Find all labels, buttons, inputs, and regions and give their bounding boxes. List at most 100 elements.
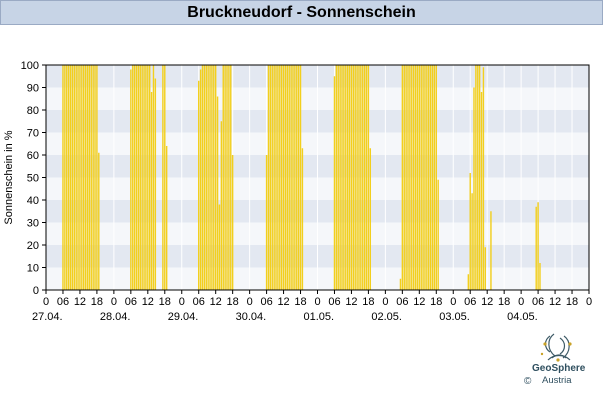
sunshine-bar — [152, 65, 155, 290]
x-tick-label: 12 — [345, 296, 357, 308]
y-tick-label: 100 — [21, 60, 39, 72]
sunshine-bar — [75, 65, 77, 290]
sunshine-bar — [277, 65, 279, 290]
sunshine-bar — [86, 65, 89, 290]
sunshine-bar — [356, 65, 358, 290]
sunshine-bar — [203, 65, 206, 290]
sunshine-bar — [478, 65, 481, 290]
y-tick-label: 40 — [27, 195, 39, 207]
sunshine-bar — [350, 65, 353, 290]
sunshine-bar — [341, 65, 343, 290]
x-tick-label: 12 — [142, 296, 154, 308]
sunshine-bar — [369, 148, 372, 290]
sunshine-bar — [403, 65, 405, 290]
sunshine-bar — [226, 65, 228, 290]
sunshine-bar — [62, 65, 64, 290]
x-tick-label: 0 — [247, 296, 253, 308]
x-tick-label: 12 — [413, 296, 425, 308]
sunshine-bar — [480, 92, 483, 290]
sunshine-bar — [199, 69, 202, 290]
y-tick-label: 80 — [27, 105, 39, 117]
sunshine-bar — [484, 247, 486, 290]
y-tick-label: 20 — [27, 240, 39, 252]
sunshine-bar — [437, 179, 439, 290]
sunshine-bar — [358, 65, 360, 290]
sunshine-bar — [292, 65, 294, 290]
sunshine-bar — [90, 65, 92, 290]
sunshine-bar — [273, 65, 275, 290]
sunshine-bar — [165, 146, 168, 290]
logo-name-line2: Austria — [542, 375, 572, 386]
sunshine-bar — [399, 278, 402, 290]
sunshine-bar — [428, 65, 430, 290]
x-day-label: 03.05. — [439, 311, 470, 323]
sunshine-bar — [335, 65, 338, 290]
x-tick-label: 0 — [382, 296, 388, 308]
sunshine-bar — [537, 202, 539, 290]
sunshine-bar — [343, 65, 345, 290]
sunshine-bar — [77, 65, 79, 290]
sunshine-bar — [209, 65, 211, 290]
sunshine-bar — [420, 65, 422, 290]
x-axis: 0 06 12 18 27.04. 0 06 12 18 28.04. 0 06 12 18 29.04. 0… — [32, 290, 592, 323]
sunshine-bar — [154, 78, 157, 290]
sunshine-bar — [339, 65, 341, 290]
x-tick-label: 12 — [210, 296, 222, 308]
x-tick-label: 06 — [464, 296, 476, 308]
sunshine-bar — [288, 65, 290, 290]
sunshine-bar — [231, 155, 234, 290]
sunshine-bar — [84, 65, 87, 290]
sunshine-bar — [135, 65, 138, 290]
sunshine-bar — [286, 65, 289, 290]
sunshine-bar — [299, 65, 302, 290]
sunshine-bar — [407, 65, 409, 290]
x-tick-label: 18 — [159, 296, 171, 308]
x-tick-label: 18 — [430, 296, 442, 308]
sunshine-bar — [433, 65, 436, 290]
sunshine-bar — [367, 65, 370, 290]
x-tick-label: 0 — [586, 296, 592, 308]
sunshine-bar — [539, 263, 541, 290]
sunshine-bar — [230, 65, 232, 290]
sunshine-bar — [141, 65, 143, 290]
x-day-label: 04.05. — [507, 311, 538, 323]
x-tick-label: 12 — [549, 296, 561, 308]
x-tick-label: 18 — [91, 296, 103, 308]
sunshine-bar — [416, 65, 419, 290]
y-tick-label: 30 — [27, 218, 39, 230]
sunshine-bar — [337, 65, 339, 290]
sunshine-bar — [401, 65, 404, 290]
sunshine-bar — [271, 65, 273, 290]
sunshine-bar — [130, 69, 132, 290]
sunshine-bar — [67, 65, 70, 290]
sunshine-bar — [147, 65, 149, 290]
x-day-label: 27.04. — [32, 311, 63, 323]
sunshine-bar — [216, 96, 219, 290]
y-tick-label: 0 — [33, 285, 39, 297]
sunshine-bars — [62, 65, 541, 290]
x-tick-label: 18 — [566, 296, 578, 308]
sunshine-bar — [66, 65, 68, 290]
sunshine-bar — [345, 65, 347, 290]
sunshine-bar — [79, 65, 81, 290]
x-tick-label: 0 — [111, 296, 117, 308]
sunshine-bar — [94, 65, 96, 290]
x-tick-label: 06 — [125, 296, 137, 308]
sunshine-bar — [162, 65, 164, 290]
y-tick-label: 50 — [27, 173, 39, 185]
logo-dots-icon — [540, 342, 572, 362]
x-tick-label: 0 — [450, 296, 456, 308]
sunshine-bar — [224, 65, 226, 290]
x-tick-label: 18 — [362, 296, 374, 308]
sunshine-bar — [92, 65, 94, 290]
sunshine-bar — [297, 65, 300, 290]
sunshine-bar — [365, 65, 368, 290]
x-tick-label: 06 — [57, 296, 69, 308]
sunshine-bar — [352, 65, 355, 290]
sunshine-bar — [535, 206, 537, 290]
sunshine-bar — [467, 274, 470, 290]
sunshine-bar — [207, 65, 209, 290]
x-tick-label: 06 — [532, 296, 544, 308]
sunshine-bar — [431, 65, 434, 290]
